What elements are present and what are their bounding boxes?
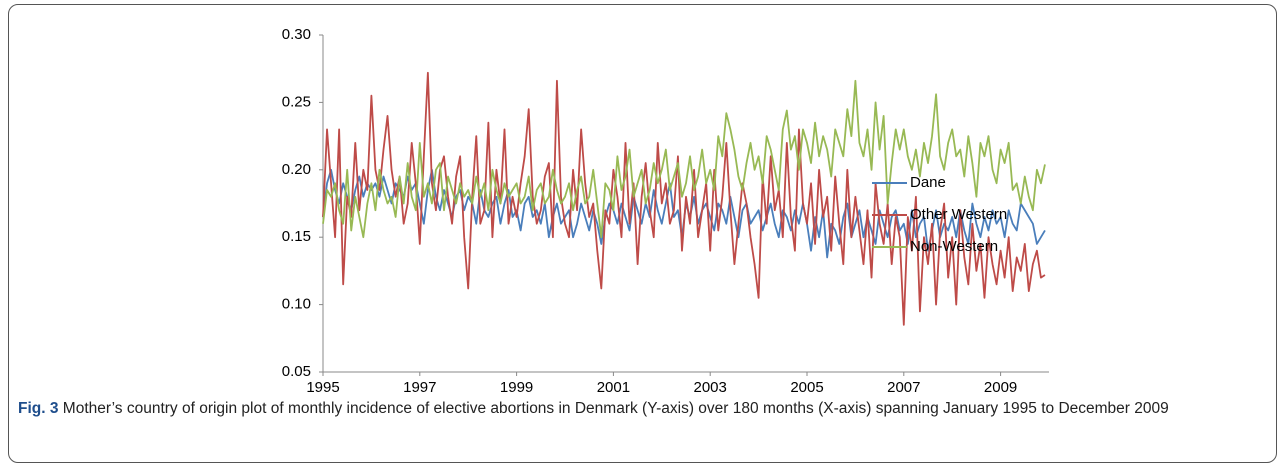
x-tick-label: 1999 xyxy=(500,379,533,395)
caption-label: Fig. 3 xyxy=(18,400,59,417)
x-tick-label: 1997 xyxy=(403,379,436,395)
y-tick-label: 0.15 xyxy=(282,228,311,245)
x-tick-label: 1995 xyxy=(306,379,339,395)
legend-label: Other Western xyxy=(910,206,1007,223)
chart: 0.05 0.10 0.15 0.20 0.25 0.30 1995 1997 1999 2001… xyxy=(282,26,1049,395)
y-tick-label: 0.25 xyxy=(282,93,311,110)
x-tick-label: 2009 xyxy=(984,379,1017,395)
x-tick-label: 2003 xyxy=(694,379,727,395)
series-line xyxy=(322,79,1046,239)
x-tick-label: 2007 xyxy=(887,379,920,395)
y-tick-label: 0.20 xyxy=(282,161,311,178)
y-tick-label: 0.30 xyxy=(282,26,311,43)
caption-text: Mother’s country of origin plot of month… xyxy=(62,400,1169,417)
legend-label: Non-Western xyxy=(910,238,998,255)
legend-label: Dane xyxy=(910,174,946,191)
series-line xyxy=(322,71,1046,326)
figure-frame xyxy=(8,4,1277,463)
y-tick-label: 0.05 xyxy=(282,363,311,380)
x-tick-label: 2001 xyxy=(597,379,630,395)
x-tick-label: 2005 xyxy=(790,379,823,395)
y-tick-label: 0.10 xyxy=(282,296,311,313)
caption: Fig. 3 Mother’s country of origin plot o… xyxy=(18,397,1268,420)
